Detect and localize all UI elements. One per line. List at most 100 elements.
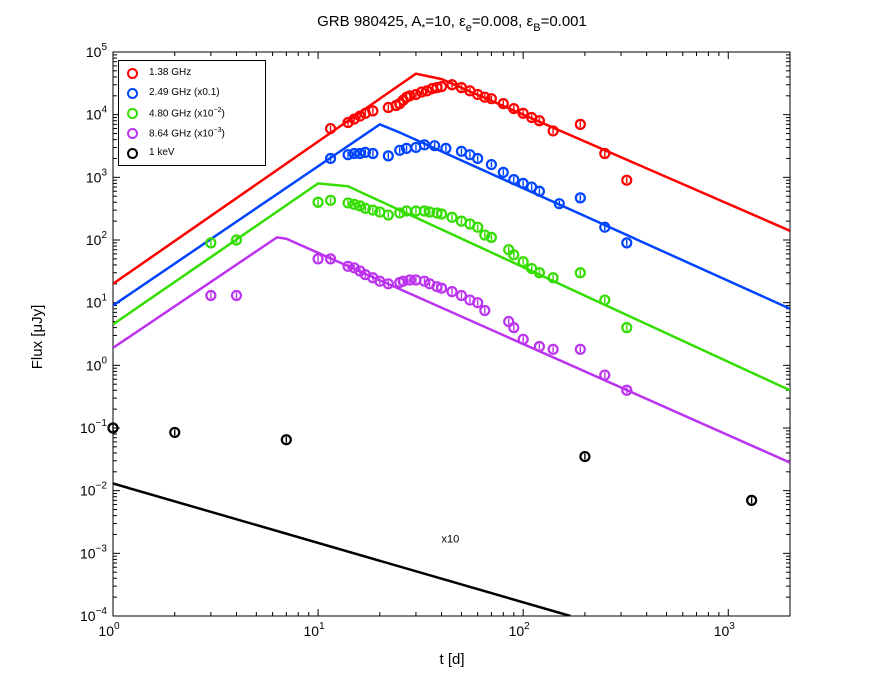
data-point (230, 234, 243, 246)
data-point (397, 275, 409, 287)
model-line (113, 122, 790, 310)
data-point (440, 142, 452, 154)
data-point (312, 196, 324, 208)
data-point (517, 333, 529, 345)
data-point (418, 139, 431, 151)
data-point (348, 198, 360, 210)
legend-item: 1.38 GHz (119, 65, 265, 81)
x-axis-label: t [d] (439, 651, 464, 668)
data-point (485, 231, 498, 244)
data-point (418, 205, 431, 217)
data-point (404, 274, 416, 286)
y-axis-label: Flux [μJy] (29, 305, 46, 369)
legend-marker (127, 68, 138, 79)
chart-title: GRB 980425, A*=10, εe=0.008, εB=0.001 (317, 13, 587, 34)
data-point (348, 262, 360, 274)
model-line (113, 482, 571, 616)
legend-label: 2.49 GHz (x0.1) (149, 87, 220, 98)
data-point (479, 304, 491, 317)
data-point (324, 194, 337, 206)
legend-marker (127, 88, 138, 99)
annotation-x10: x10 (442, 533, 460, 545)
data-point (280, 434, 292, 446)
data-point (479, 91, 491, 103)
data-point (599, 294, 611, 306)
data-point (446, 211, 458, 223)
data-point (424, 206, 436, 218)
axes-frame (112, 51, 791, 617)
data-point (621, 174, 633, 186)
data-point (574, 343, 586, 355)
data-point (435, 282, 448, 294)
data-point (367, 147, 379, 160)
data-point (354, 110, 366, 122)
data-point (348, 113, 360, 125)
data-point (348, 147, 360, 160)
legend-marker (127, 128, 138, 139)
x-tick-label: 103 (714, 621, 736, 639)
data-point (359, 146, 371, 158)
data-point (394, 144, 406, 156)
data-point (517, 256, 529, 268)
data-point (621, 384, 633, 396)
model-line (113, 72, 790, 285)
data-point (354, 147, 366, 160)
data-point (517, 107, 529, 119)
y-tick-label: 100 (86, 355, 108, 373)
data-point (324, 152, 337, 165)
data-point (497, 98, 509, 110)
data-point (621, 237, 633, 249)
data-point (342, 197, 354, 209)
data-point (410, 88, 422, 101)
data-point (533, 267, 546, 279)
data-point (205, 289, 217, 302)
data-point (230, 289, 243, 302)
data-point (497, 166, 509, 178)
legend-label: 8.64 GHz (x10−3) (149, 127, 225, 140)
model-line (113, 182, 790, 392)
legend-marker (127, 148, 138, 159)
data-point (367, 105, 379, 117)
data-point (382, 278, 394, 290)
data-point (621, 322, 633, 334)
data-point (107, 422, 119, 434)
plot-area: 100 101 102 103 10−4 10−3 10−2 10−1 100 101 102 103… (80, 42, 791, 639)
data-point (342, 149, 354, 161)
data-point (446, 79, 458, 91)
data-point (472, 221, 484, 233)
legend-item: 8.64 GHz (x10−3) (119, 125, 265, 141)
legend-label: 1 keV (149, 147, 175, 158)
y-tick-label: 101 (86, 293, 108, 311)
model-line (113, 236, 790, 464)
data-point (547, 343, 559, 355)
legend-item: 4.80 GHz (x10−2) (119, 105, 265, 121)
data-point (455, 289, 468, 302)
legend-item: 1 keV (119, 145, 265, 161)
legend-marker (127, 108, 138, 119)
data-point (169, 426, 181, 439)
data-point (404, 90, 416, 102)
data-point (746, 494, 758, 506)
data-point (508, 174, 520, 186)
data-point (508, 249, 520, 261)
data-point (359, 202, 371, 214)
data-point (547, 125, 559, 137)
data-point (508, 102, 520, 115)
data-point (579, 450, 591, 463)
data-point (416, 86, 428, 98)
data-point (599, 369, 611, 381)
data-point (312, 253, 324, 265)
legend-item: 2.49 GHz (x0.1) (119, 85, 265, 101)
legend-label: 4.80 GHz (x10−2) (149, 107, 225, 120)
data-point (533, 340, 546, 353)
x-tick-label: 100 (98, 621, 120, 639)
data-point (485, 93, 498, 105)
data-point (205, 237, 217, 249)
y-tick-label: 102 (86, 230, 108, 248)
y-tick-label: 10−2 (80, 481, 107, 499)
data-point (599, 221, 611, 233)
x-tick-label: 102 (509, 621, 531, 639)
data-point (394, 207, 406, 219)
data-point (547, 272, 559, 284)
